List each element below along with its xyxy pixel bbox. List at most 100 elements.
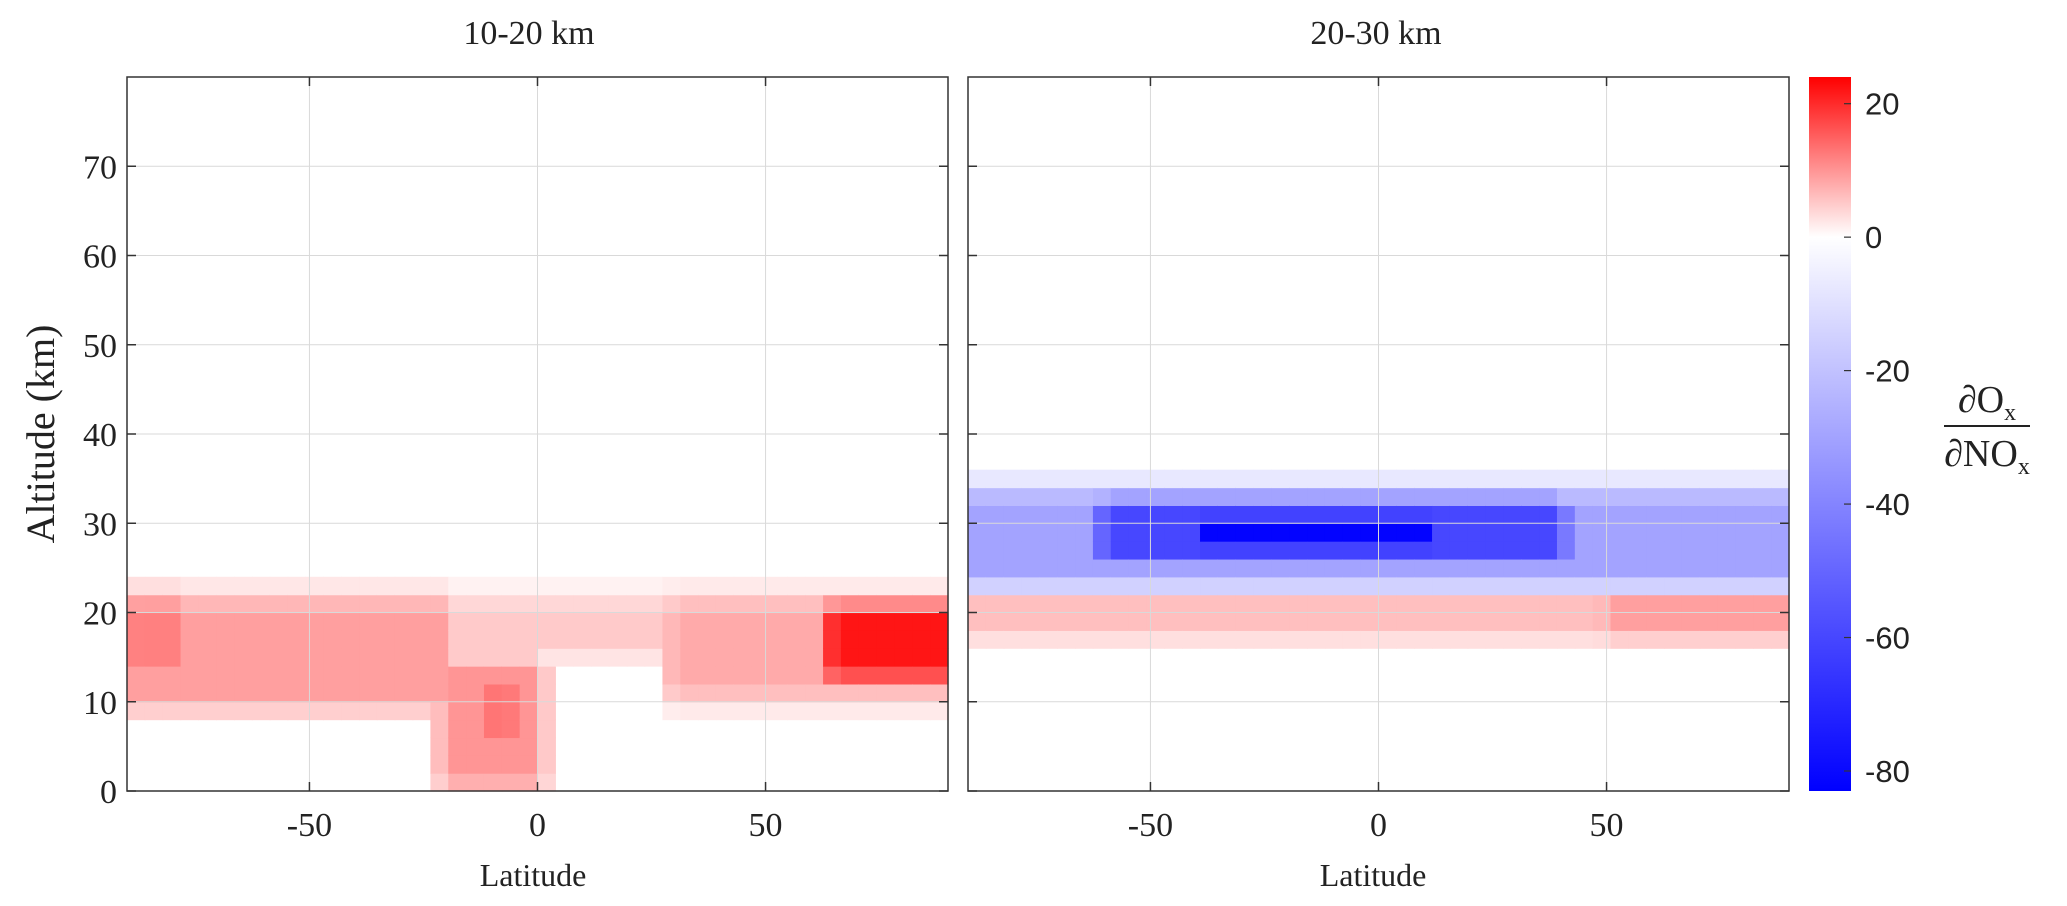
heatmap-cell xyxy=(180,630,199,649)
heatmap-cell xyxy=(1271,487,1290,506)
heatmap-cell xyxy=(1271,469,1290,489)
heatmap-cell xyxy=(1057,469,1076,489)
heatmap-cell xyxy=(1235,630,1255,649)
heatmap-cell xyxy=(1271,523,1290,542)
heatmap-cell xyxy=(1182,523,1201,542)
heatmap-cell xyxy=(1021,487,1040,506)
heatmap-cell xyxy=(376,576,396,596)
heatmap-cell xyxy=(1217,541,1237,560)
heatmap-cell xyxy=(1110,523,1130,542)
heatmap-cell xyxy=(1342,523,1362,542)
heatmap-cell xyxy=(876,576,896,596)
heatmap-cell xyxy=(715,648,735,667)
heatmap-cell xyxy=(394,594,414,614)
heatmap-cell xyxy=(1681,469,1701,489)
heatmap-cell xyxy=(144,594,164,614)
heatmap-cell xyxy=(144,612,164,631)
heatmap-cell xyxy=(1128,541,1148,560)
heatmap-cell xyxy=(198,648,217,667)
heatmap-cell xyxy=(269,648,289,667)
heatmap-cell xyxy=(1771,576,1790,596)
heatmap-cell xyxy=(1664,630,1683,649)
heatmap-cell xyxy=(1771,594,1790,614)
heatmap-cell xyxy=(894,701,913,721)
heatmap-cell xyxy=(323,630,342,649)
heatmap-cell xyxy=(876,683,896,703)
colorbar-tick-label: 0 xyxy=(1865,220,1882,255)
heatmap-cell xyxy=(144,630,164,649)
heatmap-cell xyxy=(1342,558,1362,578)
heatmap-cell xyxy=(1717,541,1737,560)
heatmap-cell xyxy=(466,612,485,631)
x-tick-label: -50 xyxy=(1128,807,1173,844)
heatmap-cell xyxy=(1164,487,1183,506)
heatmap-cell xyxy=(251,612,271,631)
heatmap-cell xyxy=(448,737,467,756)
heatmap-cell xyxy=(1342,630,1362,649)
heatmap-cell xyxy=(1681,576,1701,596)
heatmap-cell xyxy=(1556,523,1576,542)
heatmap-cell xyxy=(1324,505,1344,524)
heatmap-cell xyxy=(555,594,574,614)
heatmap-cell xyxy=(1235,505,1255,524)
heatmap-cell xyxy=(1253,505,1273,524)
heatmap-cell xyxy=(501,648,521,667)
heatmap-cell xyxy=(1128,612,1148,631)
heatmap-cell xyxy=(1003,505,1023,524)
heatmap-cell xyxy=(1771,630,1790,649)
heatmap-cell xyxy=(537,666,556,685)
heatmap-cell xyxy=(269,576,289,596)
heatmap-cell xyxy=(1574,558,1594,578)
heatmap-cell xyxy=(644,612,664,631)
heatmap-cell xyxy=(519,719,539,739)
heatmap-cell xyxy=(466,755,485,774)
heatmap-cell xyxy=(698,701,717,721)
heatmap-cell xyxy=(376,630,396,649)
heatmap-cell xyxy=(1556,630,1576,649)
heatmap-cell xyxy=(1235,594,1255,614)
heatmap-cell xyxy=(985,558,1005,578)
heatmap-cell xyxy=(305,594,324,614)
heatmap-cell xyxy=(198,666,217,685)
heatmap-cell xyxy=(1200,630,1219,649)
heatmap-cell xyxy=(412,701,432,721)
heatmap-cell xyxy=(448,576,467,596)
heatmap-cell xyxy=(1610,576,1629,596)
heatmap-cell xyxy=(162,701,182,721)
heatmap-cell xyxy=(1271,594,1290,614)
heatmap-cell xyxy=(483,719,503,739)
heatmap-cell xyxy=(858,594,878,614)
heatmap-cell xyxy=(1771,523,1790,542)
heatmap-cell xyxy=(769,576,788,596)
colorbar-tick-label: -80 xyxy=(1865,754,1910,789)
heatmap-cell xyxy=(733,576,753,596)
heatmap-cell xyxy=(912,594,931,614)
heatmap-cell xyxy=(1610,594,1629,614)
heatmap-cell xyxy=(430,630,449,649)
heatmap-cell xyxy=(1467,469,1487,489)
heatmap-cell xyxy=(698,648,717,667)
heatmap-cell xyxy=(555,612,574,631)
heatmap-cell xyxy=(968,558,987,578)
heatmap-cell xyxy=(483,648,503,667)
heatmap-cell xyxy=(1592,612,1612,631)
heatmap-cell xyxy=(968,487,987,506)
heatmap-cell xyxy=(1146,469,1165,489)
heatmap-cell xyxy=(448,648,467,667)
heatmap-cell xyxy=(198,701,217,721)
heatmap-cell xyxy=(823,701,842,721)
heatmap-cell xyxy=(1717,469,1737,489)
heatmap-cell xyxy=(198,576,217,596)
heatmap-cell xyxy=(1092,576,1112,596)
colorbar-gradient xyxy=(1809,77,1851,791)
heatmap-cell xyxy=(1539,505,1558,524)
heatmap-cell xyxy=(555,630,574,649)
heatmap-cell xyxy=(430,773,449,792)
heatmap-cell xyxy=(1432,469,1451,489)
heatmap-cell xyxy=(573,648,592,667)
heatmap-cell xyxy=(1360,505,1380,524)
heatmap-cell xyxy=(715,612,735,631)
heatmap-cell xyxy=(1753,523,1772,542)
heatmap-cell xyxy=(1092,469,1112,489)
heatmap-cell xyxy=(1110,505,1130,524)
